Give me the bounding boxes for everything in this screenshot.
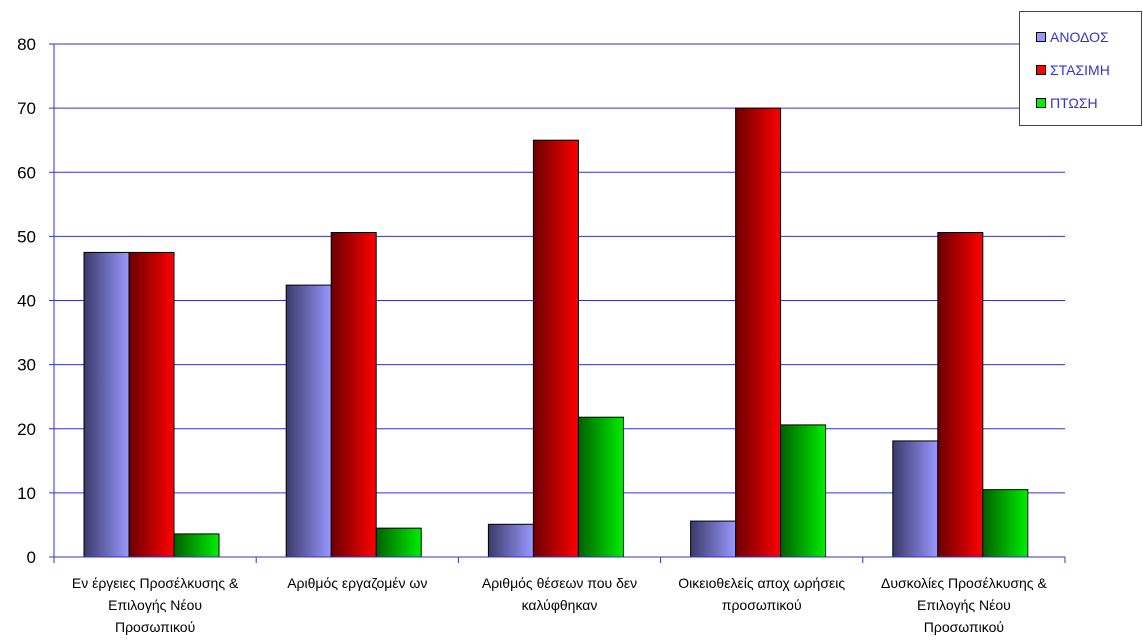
y-tick-label: 20 [17,420,36,439]
y-tick-label: 60 [17,163,36,182]
bar [173,533,220,558]
legend-item-anodos: ΑΝΟΔΟΣ [1036,20,1141,53]
y-tick-label: 40 [17,292,36,311]
bar [690,520,737,558]
legend-swatch-stasimi [1036,64,1046,75]
bar [735,107,782,558]
bar [982,489,1029,558]
y-tick-label: 80 [17,35,36,54]
legend-swatch-anodos [1036,31,1046,42]
axes [49,43,1066,563]
y-tick-label: 30 [17,356,36,375]
x-category-label: Εν έργειες Προσέλκυσης & Επιλογής Νέου Προ… [72,575,239,635]
legend-item-stasimi: ΣΤΑΣΙΜΗ [1036,53,1141,86]
bar [487,523,534,558]
x-category-label: Οικειοθελείς αποχ ωρήσεις προσωπικού [678,575,845,613]
y-tick-label: 70 [17,99,36,118]
x-category-label: Αριθμός θέσεων που δεν καλύφθηκαν [482,575,637,613]
legend-label: ΠΤΩΣΗ [1050,94,1098,111]
y-tick-label: 0 [27,548,36,567]
legend-swatch-ptosi [1036,97,1046,108]
bars [83,107,1029,558]
bar [375,527,422,558]
bar [577,416,624,558]
legend-label: ΣΤΑΣΙΜΗ [1050,61,1110,78]
axis-labels: 0 10 20 30 40 50 60 70 80 Εν έργειες Προσέλκυσης … [17,35,1047,635]
bar [937,232,984,558]
x-category-label: Δυσκολίες Προσέλκυσης & Επιλογής Νέου Προσ… [881,575,1047,635]
legend-label: ΑΝΟΔΟΣ [1050,28,1109,45]
bar [83,251,130,558]
bar [330,232,377,558]
bar [285,284,332,558]
legend-item-ptosi: ΠΤΩΣΗ [1036,86,1141,119]
bar [532,139,579,558]
bar [780,424,827,558]
y-tick-label: 10 [17,484,36,503]
y-tick-label: 50 [17,227,36,246]
x-category-label: Αριθμός εργαζομέν ων [287,575,427,591]
bar [128,251,175,558]
legend: ΑΝΟΔΟΣ ΣΤΑΣΙΜΗ ΠΤΩΣΗ [1019,11,1142,126]
bar [892,440,939,558]
